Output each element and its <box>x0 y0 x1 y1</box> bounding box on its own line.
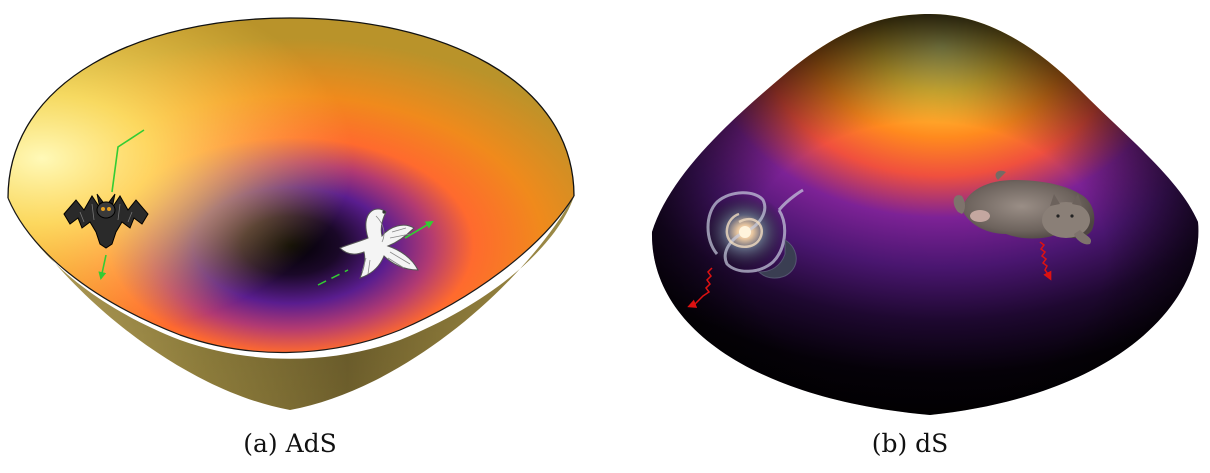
bird-trajectory-tail <box>317 269 349 286</box>
bat-trajectory-arrow <box>98 254 107 280</box>
ads-bowl-inner-edge <box>7 195 575 353</box>
bat-trajectory <box>111 129 145 193</box>
spiral-galaxy-figure <box>703 188 804 279</box>
ds-dome-edge-shade <box>651 14 1199 415</box>
galaxy-radiation-wave <box>687 267 713 308</box>
ads-bowl-bright-glow <box>8 18 574 353</box>
cat-figure <box>953 170 1095 245</box>
ds-panel: (b) dS <box>651 14 1199 458</box>
caption-ads: (a) AdS <box>243 429 337 458</box>
caption-ds: (b) dS <box>872 429 949 458</box>
bird-trajectory-arrow <box>404 220 434 239</box>
white-bird-figure <box>339 208 419 279</box>
ads-bowl-rim <box>7 17 575 199</box>
ads-panel: (a) AdS <box>7 17 575 458</box>
ads-bowl-outer-shade <box>8 196 574 410</box>
cat-radiation-wave <box>1039 241 1052 281</box>
bat-figure <box>63 193 149 249</box>
